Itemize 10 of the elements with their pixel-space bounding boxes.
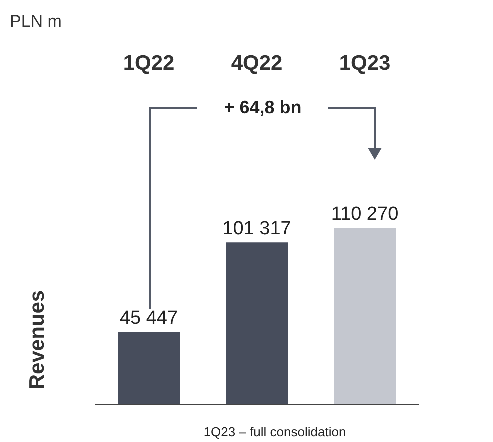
text: 1Q23 – full consolidation (204, 424, 346, 440)
x-tick-label: 1Q23 (339, 52, 391, 75)
data-label: 45 447 (120, 308, 178, 330)
text: + 64,8 bn (224, 98, 302, 118)
x-tick-label: 4Q22 (231, 52, 283, 75)
y-axis-title: Revenues (26, 290, 50, 390)
x-tick-label: 1Q22 (123, 52, 175, 75)
data-label: 101 317 (222, 218, 292, 240)
chart-subtitle: PLN m (10, 12, 62, 32)
data-label: 110 270 (331, 204, 399, 226)
